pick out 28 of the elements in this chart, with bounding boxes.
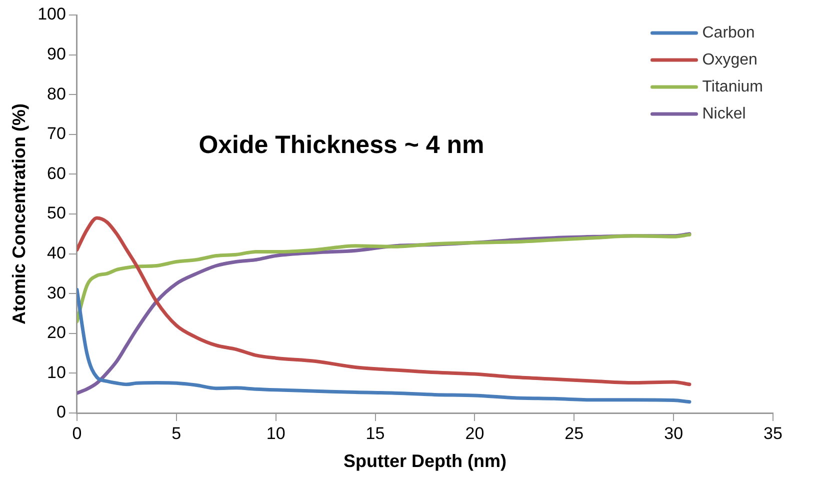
- y-tick-label: 0: [56, 402, 66, 422]
- x-tick-label: 30: [664, 424, 684, 443]
- y-tick-label: 60: [47, 164, 66, 183]
- y-tick-label: 30: [47, 283, 66, 302]
- y-tick-label: 20: [47, 323, 66, 342]
- line-series: [76, 288, 692, 404]
- x-tick-label: 0: [72, 424, 82, 443]
- y-tick-label: 40: [47, 243, 66, 262]
- x-tick-label: 15: [366, 424, 385, 443]
- x-tick-label: 10: [266, 424, 286, 443]
- x-tick-label: 35: [764, 424, 782, 443]
- x-tick-label: 20: [465, 424, 484, 443]
- legend-label: Carbon: [702, 24, 755, 42]
- y-tick-label: 90: [47, 44, 66, 64]
- line-series: [76, 232, 692, 324]
- y-tick-label: 70: [47, 124, 66, 144]
- y-tick-label: 100: [38, 4, 66, 24]
- y-tick-label: 10: [47, 362, 66, 382]
- x-tick-label: 25: [564, 424, 584, 443]
- y-tick-label: 80: [47, 84, 66, 104]
- x-axis-title: Sputter Depth (nm): [343, 451, 506, 472]
- annotation: Oxide Thickness ~ 4 nm: [198, 131, 484, 160]
- y-axis-title: Atomic Concentration (%): [8, 103, 29, 325]
- legend-label: Oxygen: [702, 51, 758, 68]
- legend-label: Titanium: [702, 78, 764, 96]
- legend-label: Nickel: [702, 105, 746, 122]
- x-tick-label: 5: [172, 424, 182, 443]
- y-tick-label: 50: [47, 204, 66, 223]
